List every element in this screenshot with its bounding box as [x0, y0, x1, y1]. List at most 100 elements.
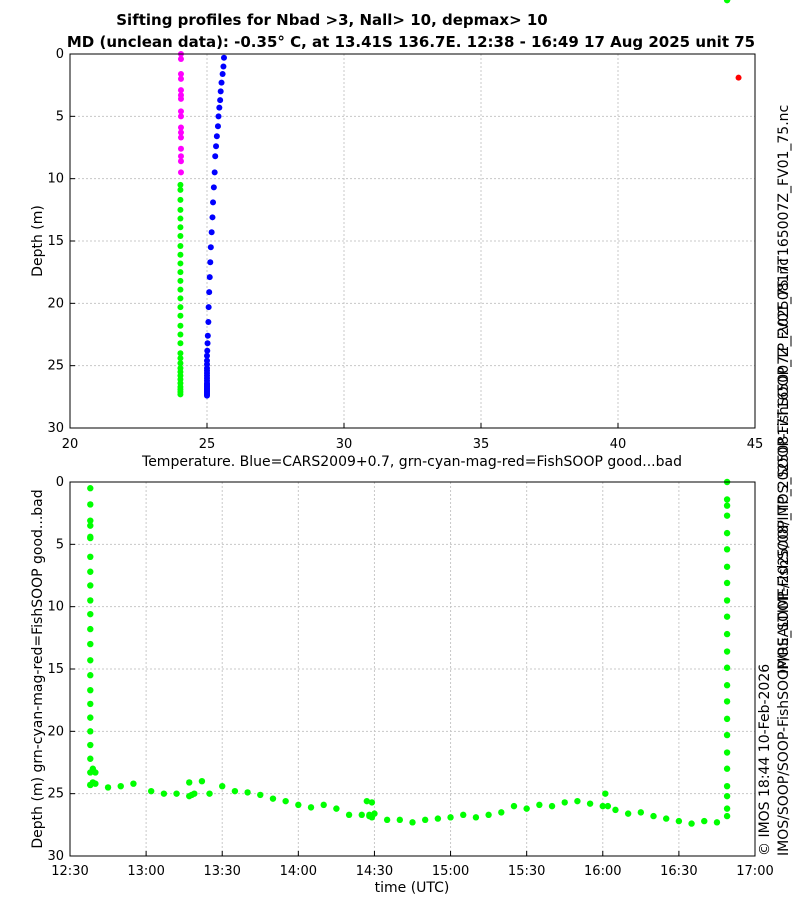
top-data-point	[177, 145, 184, 152]
bottom-y-tick-label: 5	[56, 537, 64, 552]
chart-title-line2: MD (unclean data): -0.35° C, at 13.41S 1…	[67, 33, 755, 51]
top-data-point	[213, 133, 220, 140]
bottom-data-point	[130, 780, 137, 787]
bottom-data-point	[87, 686, 94, 694]
bottom-y-tick-label: 20	[47, 724, 64, 739]
bottom-data-point	[87, 741, 94, 749]
bottom-tick-labels: 12:30 13:00 13:30 14:00 14:30 15:00 15:30 16:00…	[47, 475, 773, 879]
bottom-x-tick-label: 16:00	[584, 864, 621, 879]
bottom-data-point	[206, 790, 213, 797]
top-data-point	[735, 74, 742, 81]
bottom-data-point	[191, 790, 198, 797]
bottom-x-tick-label: 13:30	[203, 864, 240, 879]
top-data-point	[177, 129, 184, 136]
top-data-point	[177, 70, 184, 77]
bottom-data-point	[307, 804, 315, 811]
bottom-data-point	[723, 812, 731, 820]
bottom-data-point	[688, 820, 695, 827]
top-data-point	[177, 186, 184, 193]
bottom-data-point	[723, 805, 731, 812]
bottom-data-point	[637, 809, 645, 816]
top-data-point	[209, 214, 216, 221]
bottom-data-point	[269, 795, 277, 802]
bottom-data-point	[87, 640, 94, 648]
bottom-data-point	[87, 714, 94, 721]
bottom-data-point	[363, 797, 371, 805]
bottom-data-point	[87, 501, 94, 508]
top-data-point	[206, 274, 213, 281]
top-data-point	[216, 104, 223, 111]
bottom-x-tick-label: 15:00	[432, 864, 469, 879]
bottom-data-point	[87, 517, 94, 524]
bottom-x-tick-label: 14:30	[356, 864, 393, 879]
top-data-point	[177, 196, 184, 203]
top-data-point	[208, 229, 215, 236]
top-data-point	[177, 224, 184, 231]
bottom-data-point	[409, 819, 416, 826]
top-data-point	[177, 260, 184, 267]
bottom-data-point	[396, 816, 404, 824]
top-data-point	[177, 360, 184, 367]
top-data-point	[207, 244, 214, 251]
bottom-data-point	[244, 789, 251, 796]
bottom-data-point	[612, 806, 619, 814]
bottom-data-point	[599, 802, 606, 810]
bottom-data-point	[602, 790, 609, 797]
bottom-data-point	[485, 811, 492, 819]
bottom-data-point	[147, 787, 155, 795]
top-data-point	[220, 63, 227, 70]
top-data-point	[206, 289, 213, 296]
top-data-point	[177, 242, 184, 249]
bottom-data-point	[87, 672, 94, 679]
bottom-data-point	[723, 731, 731, 739]
top-data-point	[177, 206, 184, 213]
top-data-point	[177, 233, 184, 240]
source-file-label: IMOS_SOOP-FishSOOP_TP_20250817T165007Z_F…	[776, 258, 792, 674]
bottom-data-point	[561, 799, 568, 806]
bottom-data-point	[663, 815, 670, 822]
bottom-data-point	[723, 512, 731, 519]
top-data-point	[177, 153, 184, 160]
bottom-y-tick-label: 25	[47, 787, 64, 802]
copyright-label: © IMOS 18:44 10-Feb-2026	[757, 664, 773, 856]
bottom-data-point	[320, 801, 327, 809]
file-path-label: IMOS/SOOP/SOOP-FishSOOP/REALTIME/2025/08…	[776, 105, 792, 856]
top-data-points	[177, 51, 742, 399]
temperature-depth-panel: 20 25 30 35 40 45 0 5 10 15 20 25 30 Temperature. Bl…	[30, 47, 763, 470]
top-data-point	[204, 392, 210, 399]
bottom-data-point	[87, 522, 94, 529]
top-data-point	[207, 259, 214, 266]
bottom-data-point	[723, 546, 731, 553]
bottom-data-point	[87, 700, 94, 708]
bottom-x-tick-label: 16:30	[660, 864, 697, 879]
top-data-point	[219, 70, 226, 77]
bottom-y-tick-label: 0	[56, 475, 64, 490]
bottom-data-point	[723, 630, 731, 638]
top-x-tick-label: 20	[62, 437, 79, 452]
top-data-point	[177, 95, 184, 102]
top-data-point	[213, 143, 220, 150]
top-x-tick-label: 35	[473, 437, 490, 452]
top-data-point	[177, 215, 184, 222]
top-data-point	[177, 286, 184, 293]
bottom-data-point	[536, 801, 543, 809]
bottom-data-point	[713, 819, 721, 826]
top-data-point	[205, 304, 212, 311]
bottom-x-tick-label: 12:30	[51, 864, 88, 879]
bottom-data-point	[472, 814, 480, 821]
top-data-point	[177, 108, 184, 115]
bottom-data-point	[383, 816, 391, 824]
bottom-data-point	[723, 715, 731, 723]
top-data-point	[210, 184, 217, 191]
top-grid	[69, 53, 756, 429]
time-depth-panel: 12:30 13:00 13:30 14:00 14:30 15:00 15:30 16:00…	[30, 0, 774, 896]
top-data-point	[177, 355, 184, 362]
bottom-data-point	[723, 502, 731, 509]
top-y-tick-label: 5	[56, 109, 64, 124]
bottom-data-point	[574, 797, 581, 805]
top-data-point	[177, 55, 184, 62]
bottom-data-point	[87, 485, 94, 492]
bottom-x-tick-label: 14:00	[280, 864, 317, 879]
bottom-data-point	[87, 582, 94, 589]
